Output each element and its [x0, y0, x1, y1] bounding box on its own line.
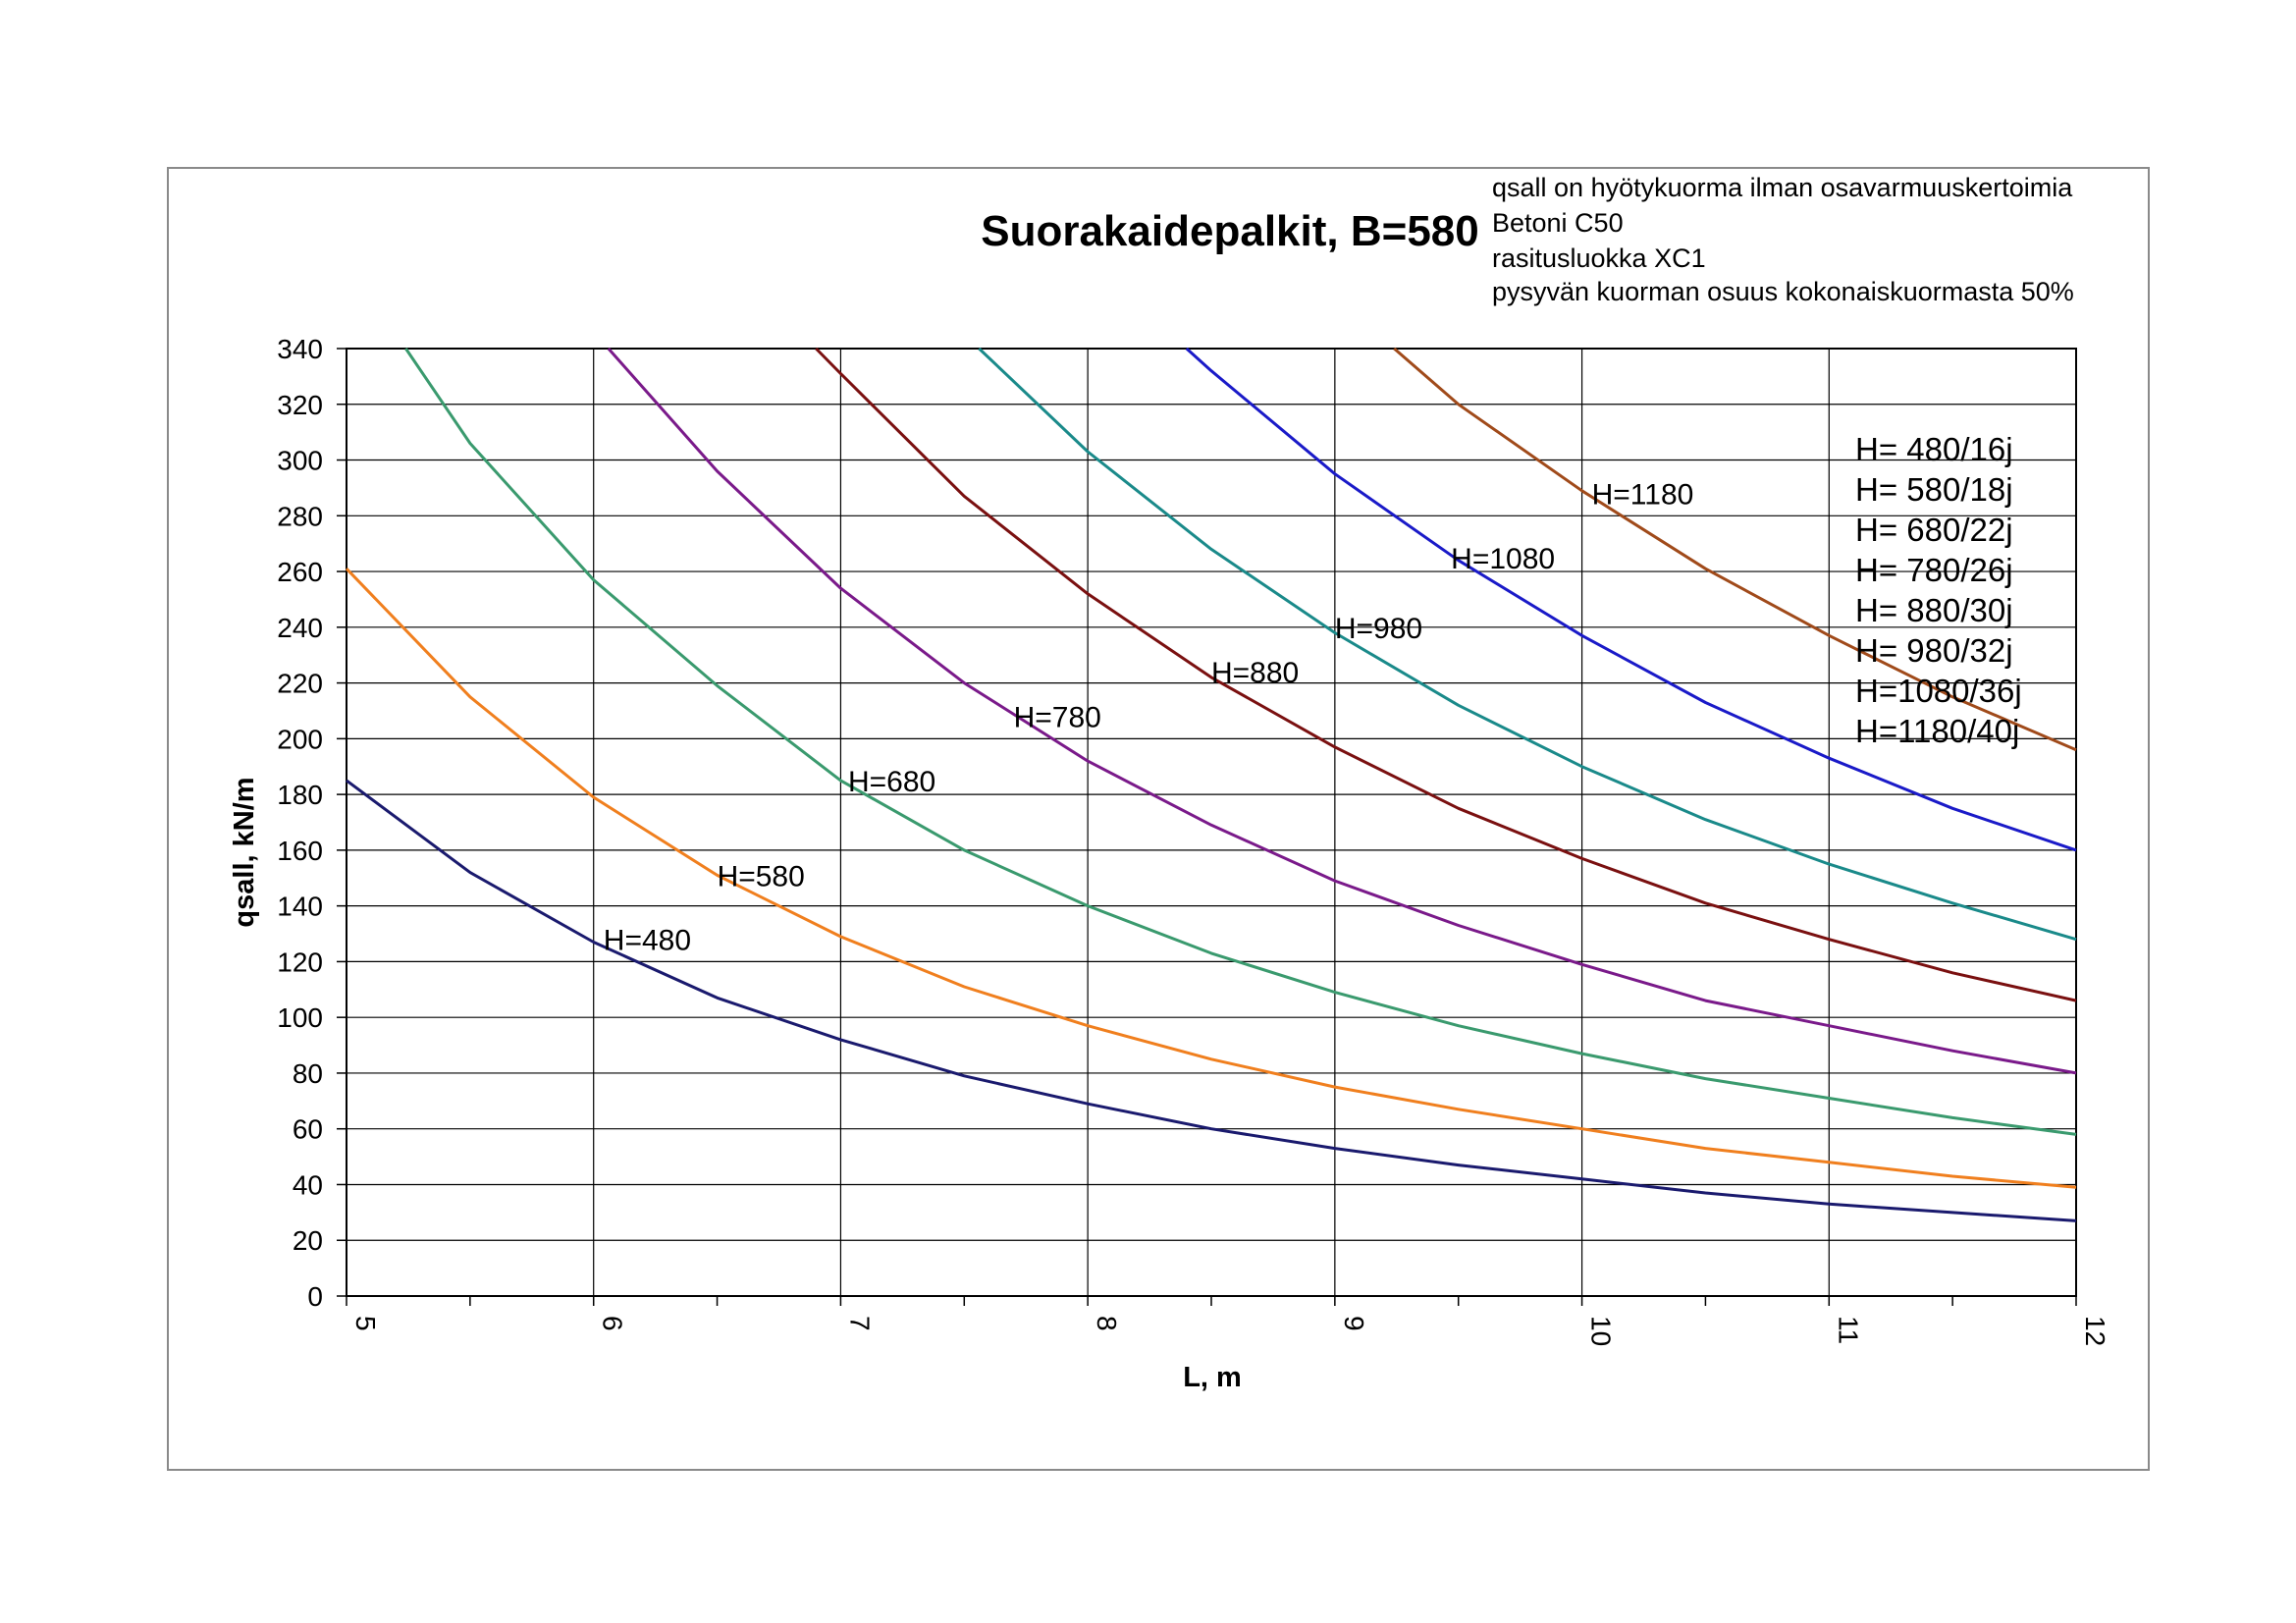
- series-line-h-680: [404, 348, 2077, 1136]
- legend-entry: H= 580/18j: [1855, 471, 2013, 508]
- x-tick-label: 7: [844, 1316, 875, 1331]
- plot-area-border: [346, 348, 2077, 1297]
- y-tick-label: 160: [277, 836, 323, 866]
- notes-block: qsall on hyötykuorma ilman osavarmuusker…: [1492, 173, 2074, 306]
- y-tick-label: 0: [307, 1281, 323, 1312]
- y-tick-label: 60: [293, 1114, 323, 1145]
- grid-lines: [346, 348, 2077, 1297]
- legend-entry: H= 880/30j: [1855, 592, 2013, 628]
- x-tick-label: 5: [350, 1316, 381, 1331]
- note-line: rasitusluokka XC1: [1492, 243, 1706, 273]
- legend-entry: H= 480/16j: [1855, 431, 2013, 467]
- y-tick-label: 180: [277, 780, 323, 810]
- y-tick-label: 120: [277, 947, 323, 977]
- y-tick-label: 280: [277, 501, 323, 531]
- legend: H= 480/16j H= 580/18j H= 680/22j H= 780/26j…: [1855, 431, 2022, 749]
- x-tick-label: 12: [2080, 1316, 2110, 1346]
- x-axis-label: L, m: [1183, 1362, 1242, 1393]
- y-tick-label: 100: [277, 1002, 323, 1033]
- y-tick-label: 20: [293, 1225, 323, 1256]
- series-lines: [345, 347, 2077, 1222]
- x-tick-label: 8: [1092, 1316, 1122, 1331]
- y-tick-label: 220: [277, 669, 323, 699]
- note-line: qsall on hyötykuorma ilman osavarmuusker…: [1492, 173, 2073, 202]
- chart-frame: Suorakaidepalkit, B=580 qsall on hyötyku…: [167, 167, 2150, 1471]
- chart-title: Suorakaidepalkit, B=580: [981, 207, 1478, 255]
- curve-label: H=1180: [1592, 479, 1694, 512]
- series-line-h-580: [345, 568, 2077, 1189]
- x-tick-label: 11: [1833, 1316, 1863, 1344]
- legend-entry: H= 980/32j: [1855, 632, 2013, 669]
- curve-label: H=480: [604, 925, 691, 957]
- y-tick-label: 320: [277, 390, 323, 420]
- x-tick-label: 10: [1586, 1316, 1617, 1346]
- x-tick-label: 6: [598, 1316, 628, 1331]
- series-line-h-780: [607, 348, 2077, 1075]
- curve-labels: H=480 H=580 H=680 H=780 H=880 H=980 H=1080 H=11…: [604, 479, 1694, 957]
- legend-entry: H=1080/36j: [1855, 673, 2022, 709]
- series-line-h-980: [978, 347, 2077, 942]
- curve-label: H=780: [1014, 702, 1101, 734]
- legend-entry: H=1180/40j: [1855, 713, 2019, 749]
- x-tick-label: 9: [1339, 1316, 1369, 1331]
- y-tick-label: 200: [277, 724, 323, 754]
- note-line: Betoni C50: [1492, 208, 1624, 238]
- y-axis-label: qsall, kN/m: [229, 777, 260, 927]
- legend-entry: H= 680/22j: [1855, 512, 2013, 548]
- series-line-h-880: [815, 347, 2077, 1002]
- curve-label: H=1080: [1451, 543, 1555, 575]
- series-line-h-1080: [1185, 347, 2077, 852]
- curve-label: H=880: [1211, 657, 1299, 689]
- y-tick-label: 140: [277, 892, 323, 922]
- y-tick-label: 300: [277, 446, 323, 476]
- legend-entry: H= 780/26j: [1855, 552, 2013, 588]
- note-line: pysyvän kuorman osuus kokonaiskuormasta …: [1492, 277, 2074, 306]
- curve-label: H=980: [1335, 613, 1422, 645]
- y-tick-label: 40: [293, 1169, 323, 1200]
- y-tick-label: 340: [277, 334, 323, 364]
- chart-svg: Suorakaidepalkit, B=580 qsall on hyötyku…: [229, 173, 2110, 1393]
- y-tick-label: 240: [277, 613, 323, 643]
- y-tick-label: 80: [293, 1058, 323, 1089]
- series-line-h-1180: [1393, 347, 2077, 752]
- curve-label: H=680: [848, 766, 935, 798]
- axis-ticks: 0 20 40 60 80 100 120 140 160 180 200 220 240 260 280 3…: [277, 334, 2110, 1346]
- curve-label: H=580: [718, 860, 805, 893]
- y-tick-label: 260: [277, 557, 323, 587]
- series-line-h-480: [346, 779, 2077, 1222]
